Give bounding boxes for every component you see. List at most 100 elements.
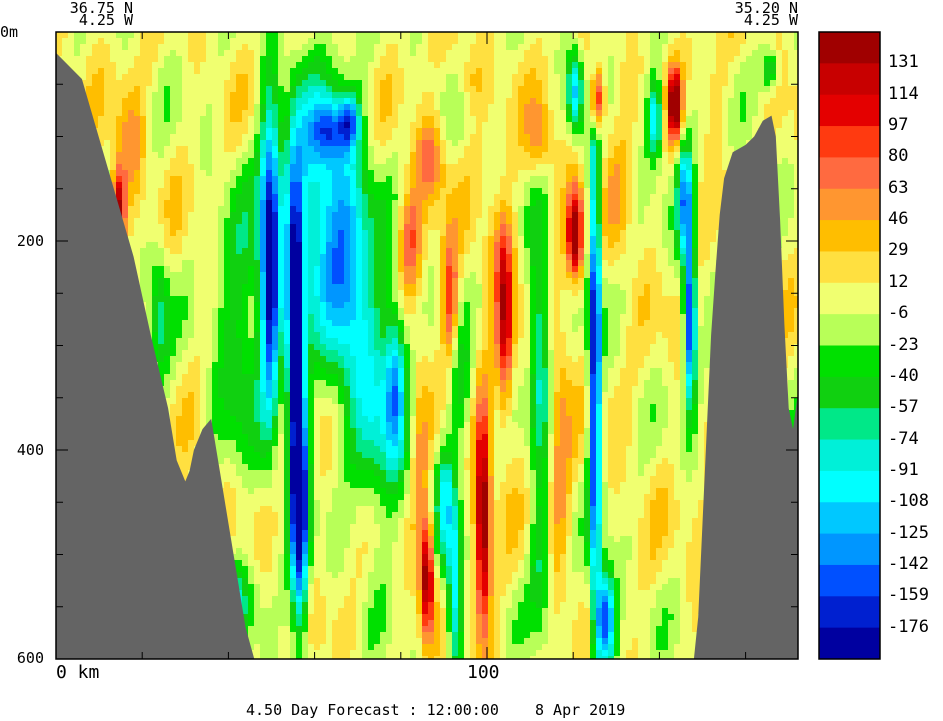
velocity-cell: [68, 56, 75, 63]
velocity-cell: [272, 560, 279, 567]
velocity-cell: [314, 386, 321, 393]
velocity-cell: [302, 176, 309, 183]
velocity-cell: [164, 44, 171, 51]
velocity-cell: [242, 98, 249, 105]
velocity-cell: [278, 536, 285, 543]
velocity-cell: [164, 374, 171, 381]
velocity-cell: [326, 572, 333, 579]
velocity-cell: [326, 254, 333, 261]
velocity-cell: [314, 542, 321, 549]
velocity-cell: [224, 506, 231, 513]
velocity-cell: [200, 368, 207, 375]
velocity-cell: [326, 98, 333, 105]
velocity-cell: [266, 272, 273, 279]
velocity-cell: [266, 476, 273, 483]
velocity-cell: [158, 326, 165, 333]
velocity-cell: [230, 218, 237, 225]
velocity-cell: [260, 332, 267, 339]
velocity-cell: [326, 110, 333, 117]
velocity-cell: [308, 482, 315, 489]
velocity-cell: [206, 380, 213, 387]
velocity-cell: [176, 56, 183, 63]
velocity-cell: [194, 428, 201, 435]
velocity-cell: [296, 56, 303, 63]
velocity-cell: [308, 248, 315, 255]
velocity-cell: [272, 380, 279, 387]
velocity-cell: [242, 536, 249, 543]
velocity-cell: [272, 644, 279, 651]
velocity-cell: [248, 638, 255, 645]
velocity-cell: [182, 476, 189, 483]
velocity-cell: [218, 170, 225, 177]
velocity-cell: [260, 230, 267, 237]
velocity-cell: [224, 290, 231, 297]
velocity-cell: [146, 272, 153, 279]
velocity-cell: [320, 584, 327, 591]
velocity-cell: [176, 272, 183, 279]
velocity-cell: [158, 110, 165, 117]
velocity-cell: [152, 164, 159, 171]
velocity-cell: [194, 128, 201, 135]
velocity-cell: [158, 128, 165, 135]
velocity-cell: [326, 446, 333, 453]
velocity-cell: [104, 50, 111, 57]
velocity-cell: [308, 458, 315, 465]
velocity-cell: [338, 320, 345, 327]
velocity-cell: [122, 218, 129, 225]
velocity-cell: [146, 170, 153, 177]
velocity-cell: [170, 122, 177, 129]
velocity-cell: [188, 74, 195, 81]
velocity-cell: [164, 284, 171, 291]
velocity-cell: [254, 224, 261, 231]
velocity-cell: [284, 296, 291, 303]
velocity-cell: [98, 92, 105, 99]
velocity-cell: [170, 44, 177, 51]
velocity-cell: [320, 410, 327, 417]
velocity-cell: [98, 62, 105, 69]
velocity-cell: [266, 302, 273, 309]
velocity-cell: [164, 302, 171, 309]
velocity-cell: [146, 140, 153, 147]
velocity-cell: [164, 32, 171, 39]
velocity-cell: [254, 134, 261, 141]
velocity-cell: [194, 104, 201, 111]
velocity-cell: [104, 68, 111, 75]
velocity-cell: [308, 140, 315, 147]
velocity-cell: [338, 344, 345, 351]
velocity-cell: [230, 416, 237, 423]
velocity-cell: [152, 278, 159, 285]
velocity-cell: [146, 116, 153, 123]
velocity-cell: [98, 56, 105, 63]
velocity-cell: [266, 194, 273, 201]
velocity-cell: [278, 332, 285, 339]
velocity-cell: [284, 362, 291, 369]
velocity-cell: [98, 44, 105, 51]
velocity-cell: [290, 560, 297, 567]
velocity-cell: [194, 50, 201, 57]
velocity-cell: [332, 332, 339, 339]
velocity-cell: [332, 608, 339, 615]
velocity-cell: [278, 266, 285, 273]
velocity-cell: [290, 146, 297, 153]
velocity-cell: [164, 296, 171, 303]
velocity-cell: [260, 416, 267, 423]
velocity-cell: [170, 266, 177, 273]
velocity-cell: [206, 212, 213, 219]
velocity-cell: [218, 248, 225, 255]
velocity-cell: [116, 176, 123, 183]
velocity-cell: [272, 56, 279, 63]
velocity-cell: [278, 236, 285, 243]
velocity-cell: [194, 350, 201, 357]
velocity-cell: [104, 152, 111, 159]
velocity-cell: [332, 434, 339, 441]
velocity-cell: [326, 272, 333, 279]
velocity-cell: [236, 458, 243, 465]
velocity-cell: [278, 242, 285, 249]
velocity-cell: [248, 386, 255, 393]
velocity-cell: [284, 206, 291, 213]
velocity-cell: [122, 116, 129, 123]
velocity-cell: [332, 590, 339, 597]
velocity-cell: [296, 236, 303, 243]
velocity-cell: [260, 200, 267, 207]
velocity-cell: [314, 140, 321, 147]
